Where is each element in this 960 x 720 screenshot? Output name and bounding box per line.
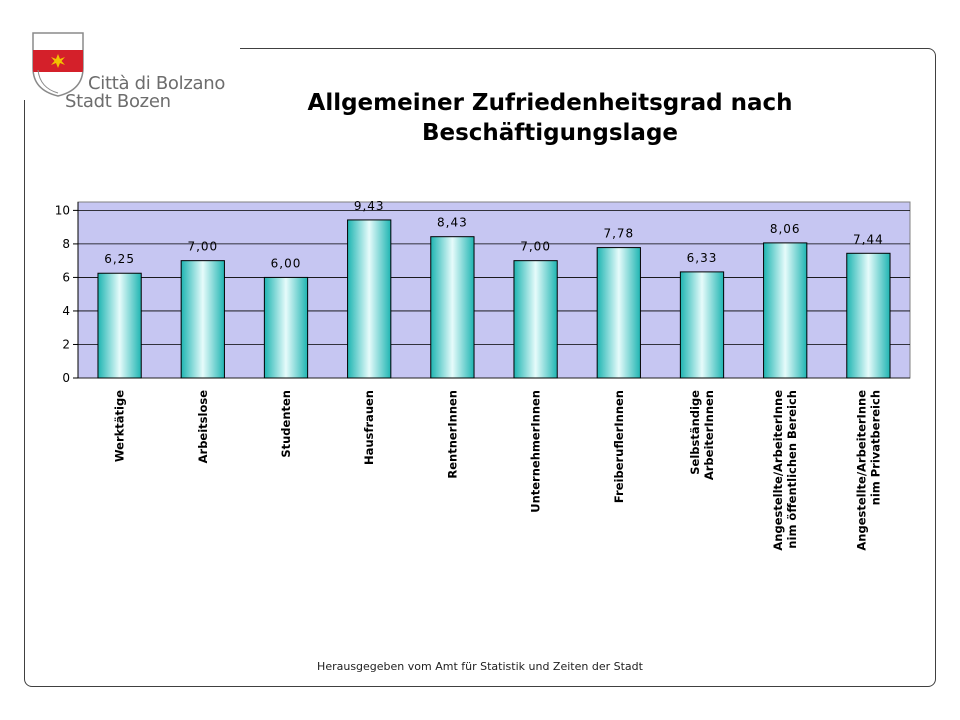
- x-tick-label: Arbeitslose: [196, 390, 210, 464]
- bars: [97, 219, 891, 379]
- y-tick-label: 10: [55, 203, 70, 217]
- value-labels: 6,25 7,00 6,00 9,43 8,43 7,00 7,78 6,33 8,06 7,44: [104, 199, 884, 270]
- bar: [679, 271, 725, 379]
- logo-text-line1: Città di Bolzano: [88, 73, 226, 94]
- y-tick-label: 2: [62, 337, 70, 351]
- x-tick-label: Studenten: [279, 390, 293, 458]
- data-label: 7,44: [853, 232, 884, 246]
- bar: [596, 247, 641, 379]
- data-label: 7,00: [520, 240, 551, 254]
- bar: [763, 242, 808, 379]
- data-label: 6,25: [104, 252, 135, 266]
- y-tick-label: 0: [62, 371, 70, 385]
- slide-frame: [24, 48, 936, 687]
- x-tick-label: SelbständigeArbeiterInnen: [688, 390, 716, 480]
- bar: [180, 260, 225, 379]
- x-tick-label: Hausfrauen: [362, 390, 376, 465]
- bar: [97, 272, 142, 379]
- y-tick-label: 6: [62, 270, 70, 284]
- data-label: 7,78: [603, 227, 634, 241]
- y-tick-label: 4: [62, 304, 70, 318]
- bar: [846, 252, 891, 379]
- x-tick-label: Angestellte/ArbeiterInnenim Privatbereic…: [854, 390, 882, 551]
- data-label: 7,00: [187, 240, 218, 254]
- x-tick-label: UnternehmerInnen: [529, 390, 543, 513]
- data-label: 6,33: [687, 251, 718, 265]
- coat-of-arms-icon: [32, 32, 84, 97]
- logo-text-line2: Stadt Bozen: [65, 91, 171, 112]
- y-tick-label: 8: [62, 237, 70, 251]
- city-logo: Città di Bolzano Stadt Bozen: [30, 30, 230, 120]
- x-tick-label: RentnerInnen: [445, 390, 459, 479]
- bar: [430, 236, 475, 379]
- x-tick-label: FreiberuflerInnen: [612, 390, 626, 503]
- data-label: 8,06: [770, 222, 801, 236]
- bar: [347, 219, 392, 379]
- bar-chart: 0 2 4 6 8 10 6,25 7,00 6,00 9,43 8,43 7,00 7,78 6,33…: [55, 199, 911, 551]
- x-axis-labels: Werktätige Arbeitslose Studenten Hausfrauen…: [113, 390, 883, 551]
- data-label: 6,00: [271, 256, 302, 270]
- bar: [263, 276, 309, 379]
- x-tick-label: Werktätige: [113, 390, 127, 462]
- footer-note: Herausgegeben vom Amt für Statistik und …: [317, 660, 643, 673]
- chart-title: Allgemeiner Zufriedenheitsgrad nach Besc…: [307, 90, 793, 146]
- y-axis: 0 2 4 6 8 10: [55, 202, 79, 385]
- x-tick-label: Angestellte/ArbeiterInnenim öffentlichen…: [771, 390, 799, 551]
- data-label: 8,43: [437, 216, 468, 230]
- data-label: 9,43: [354, 199, 385, 213]
- bar: [513, 260, 558, 379]
